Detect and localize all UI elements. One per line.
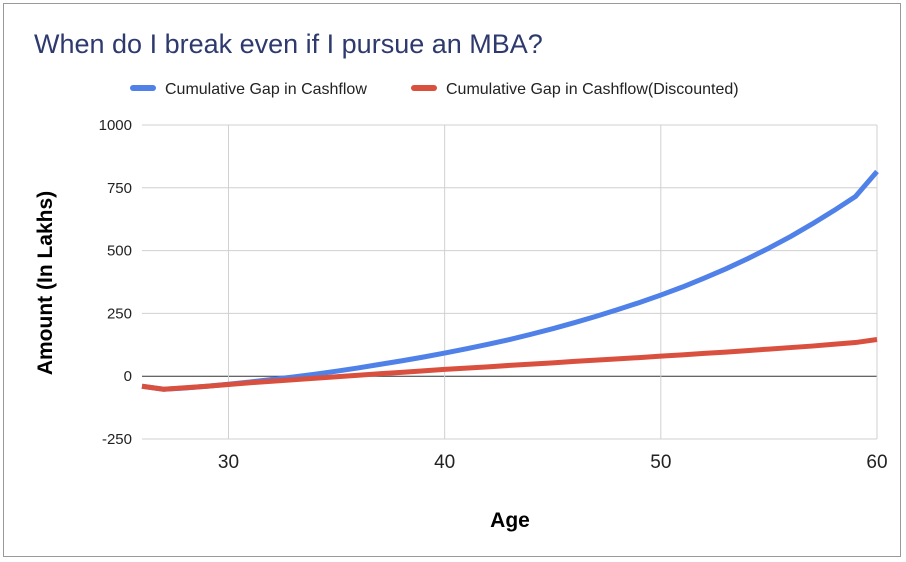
data-point (593, 358, 598, 363)
data-point (334, 369, 339, 374)
data-point (766, 347, 771, 352)
data-point (356, 373, 361, 378)
data-point (875, 337, 880, 342)
data-point (831, 208, 836, 213)
y-tick-labels: 1000 750 500 250 0 -250 (99, 117, 132, 448)
data-point (680, 285, 685, 290)
series-line-cumulative-gap-discounted (141, 337, 878, 392)
data-point (615, 307, 620, 312)
data-point (529, 362, 534, 367)
y-tick-label: 1000 (99, 117, 132, 134)
data-point (377, 371, 382, 376)
data-point (723, 266, 728, 271)
series-lines (140, 169, 880, 392)
data-point (291, 377, 296, 382)
y-tick-label: 500 (107, 243, 132, 260)
data-point (204, 384, 209, 389)
data-point (550, 360, 555, 365)
chart-title: When do I break even if I pursue an MBA? (34, 29, 543, 59)
data-point (183, 385, 188, 390)
data-point (464, 346, 469, 351)
series-line-cumulative-gap (141, 169, 879, 392)
data-point (615, 356, 620, 361)
data-point (312, 376, 317, 381)
data-point (702, 351, 707, 356)
data-point (507, 363, 512, 368)
data-point (810, 221, 815, 226)
data-point (572, 359, 577, 364)
x-tick-label: 40 (434, 452, 455, 473)
legend: Cumulative Gap in Cashflow Cumulative Ga… (130, 81, 739, 98)
data-point (226, 382, 231, 387)
data-point (766, 246, 771, 251)
x-axis-title: Age (490, 509, 530, 532)
chart-frame (3, 3, 901, 557)
data-point (399, 370, 404, 375)
data-point (550, 326, 555, 331)
y-tick-label: -250 (102, 431, 132, 448)
data-point (269, 379, 274, 384)
data-point (680, 352, 685, 357)
data-point (399, 358, 404, 363)
data-point (788, 345, 793, 350)
y-tick-label: 750 (107, 180, 132, 197)
y-tick-label: 0 (124, 368, 132, 385)
data-point (377, 362, 382, 367)
data-point (702, 276, 707, 281)
data-point (421, 355, 426, 360)
grid-lines (142, 124, 878, 440)
data-point (529, 332, 534, 337)
data-point (485, 364, 490, 369)
data-point (810, 344, 815, 349)
data-point (853, 340, 858, 345)
data-point (442, 367, 447, 372)
data-point (140, 384, 145, 389)
legend-label-cumulative-gap-discounted: Cumulative Gap in Cashflow(Discounted) (446, 81, 739, 98)
data-point (658, 293, 663, 298)
x-tick-label: 30 (218, 452, 239, 473)
data-point (421, 368, 426, 373)
data-point (745, 348, 750, 353)
x-tick-label: 50 (650, 452, 671, 473)
data-point (356, 365, 361, 370)
data-point (507, 337, 512, 342)
data-point (485, 342, 490, 347)
data-point (723, 350, 728, 355)
data-point (161, 387, 166, 392)
data-point (593, 314, 598, 319)
data-point (572, 320, 577, 325)
data-point (464, 366, 469, 371)
data-point (853, 194, 858, 199)
data-point (875, 169, 880, 174)
data-point (442, 351, 447, 356)
data-point (831, 342, 836, 347)
data-point (658, 354, 663, 359)
data-point (334, 374, 339, 379)
y-tick-label: 250 (107, 305, 132, 322)
data-point (637, 355, 642, 360)
data-point (637, 300, 642, 305)
x-tick-label: 60 (866, 452, 887, 473)
legend-label-cumulative-gap: Cumulative Gap in Cashflow (165, 81, 367, 98)
data-point (788, 234, 793, 239)
data-point (248, 380, 253, 385)
y-axis-title: Amount (In Lakhs) (34, 191, 57, 375)
data-point (745, 256, 750, 261)
x-tick-labels: 30 40 50 60 (218, 452, 888, 473)
